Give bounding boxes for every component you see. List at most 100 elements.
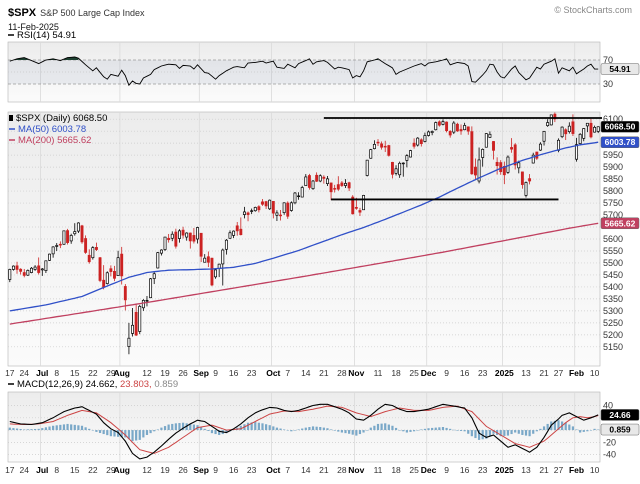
svg-text:9: 9	[213, 465, 218, 475]
svg-text:13: 13	[521, 465, 531, 475]
svg-text:6003.78: 6003.78	[605, 137, 636, 147]
svg-text:Oct: Oct	[266, 465, 280, 475]
svg-text:70: 70	[603, 55, 613, 65]
svg-text:16: 16	[460, 465, 470, 475]
svg-text:30: 30	[603, 79, 613, 89]
svg-text:8: 8	[54, 465, 59, 475]
ma200-line	[9, 222, 599, 325]
svg-text:9: 9	[444, 465, 449, 475]
svg-text:18: 18	[391, 368, 401, 378]
symbol-ticker: $SPX	[8, 7, 37, 19]
svg-text:-20: -20	[603, 437, 616, 447]
price-value-box-1	[600, 136, 640, 148]
svg-text:5950: 5950	[603, 150, 623, 160]
svg-text:23: 23	[247, 368, 257, 378]
svg-text:21: 21	[319, 368, 329, 378]
macd-legend: MACD(12,26,9) 24.662, 23.803, 0.859	[17, 379, 178, 390]
svg-text:21: 21	[539, 465, 549, 475]
svg-text:15: 15	[70, 465, 80, 475]
svg-text:28: 28	[337, 465, 347, 475]
price-panel	[7, 111, 601, 367]
svg-text:9: 9	[213, 368, 218, 378]
svg-text:9: 9	[444, 368, 449, 378]
svg-text:25: 25	[409, 465, 419, 475]
svg-text:14: 14	[301, 465, 311, 475]
svg-text:5750: 5750	[603, 198, 623, 208]
svg-text:18: 18	[391, 465, 401, 475]
svg-text:2025: 2025	[495, 465, 514, 475]
svg-text:5550: 5550	[603, 246, 623, 256]
svg-text:16: 16	[229, 368, 239, 378]
rsi-line	[9, 56, 599, 87]
ma50-line	[9, 141, 599, 312]
svg-text:11: 11	[374, 465, 383, 475]
svg-text:Nov: Nov	[348, 368, 364, 378]
svg-text:5400: 5400	[603, 282, 623, 292]
svg-text:25: 25	[409, 368, 419, 378]
svg-text:5300: 5300	[603, 306, 623, 316]
macd-value-box-1	[600, 423, 640, 436]
svg-text:16: 16	[460, 368, 470, 378]
svg-text:19: 19	[160, 368, 170, 378]
svg-text:Jul: Jul	[36, 465, 48, 475]
svg-text:24: 24	[20, 368, 30, 378]
svg-text:0.859: 0.859	[609, 425, 631, 435]
svg-text:2025: 2025	[495, 368, 514, 378]
svg-text:Feb: Feb	[569, 368, 584, 378]
macd-panel	[7, 391, 601, 463]
svg-text:8: 8	[54, 368, 59, 378]
svg-text:16: 16	[229, 465, 239, 475]
svg-text:54.91: 54.91	[609, 64, 631, 74]
svg-text:21: 21	[539, 368, 549, 378]
svg-text:Dec: Dec	[421, 465, 437, 475]
svg-text:Nov: Nov	[348, 465, 364, 475]
svg-text:13: 13	[521, 368, 531, 378]
svg-text:Jul: Jul	[36, 368, 48, 378]
macd-line	[9, 403, 599, 460]
rsi-value-box	[600, 63, 640, 75]
svg-text:Sep: Sep	[193, 465, 209, 475]
chart-date: 11-Feb-2025	[8, 22, 59, 32]
svg-text:23: 23	[478, 465, 488, 475]
price-value-box-2	[600, 217, 640, 230]
svg-text:29: 29	[106, 368, 116, 378]
svg-text:23: 23	[247, 465, 257, 475]
svg-text:5150: 5150	[603, 342, 623, 352]
svg-text:Aug: Aug	[113, 465, 130, 475]
svg-text:12: 12	[142, 465, 152, 475]
svg-text:5800: 5800	[603, 186, 623, 196]
svg-text:Sep: Sep	[193, 368, 209, 378]
svg-text:5900: 5900	[603, 162, 623, 172]
svg-text:7: 7	[285, 368, 290, 378]
svg-text:27: 27	[554, 465, 564, 475]
svg-text:27: 27	[554, 368, 564, 378]
legend-candle-marker-icon	[9, 115, 13, 121]
svg-text:14: 14	[301, 368, 311, 378]
svg-text:24: 24	[20, 465, 30, 475]
chart-title-block: $SPX S&P 500 Large Cap Index 11-Feb-2025	[8, 3, 145, 32]
svg-text:19: 19	[160, 465, 170, 475]
svg-text:24.66: 24.66	[609, 410, 631, 420]
svg-text:-40: -40	[603, 450, 616, 460]
candlestick-series	[8, 112, 600, 355]
svg-text:23: 23	[478, 368, 488, 378]
svg-text:6100: 6100	[603, 114, 623, 124]
svg-text:12: 12	[142, 368, 152, 378]
svg-text:7: 7	[285, 465, 290, 475]
svg-text:MA(200) 5665.62: MA(200) 5665.62	[18, 135, 91, 146]
svg-text:RSI(14) 54.91: RSI(14) 54.91	[17, 30, 76, 41]
rsi-overbought-fill	[13, 57, 28, 60]
svg-text:26: 26	[178, 465, 188, 475]
svg-text:Aug: Aug	[113, 368, 130, 378]
svg-text:5665.62: 5665.62	[605, 218, 636, 228]
chart-canvas: 70 30 RSI(14) 54.91 54.91 6100 5950 5900 5850 58…	[5, 30, 640, 475]
svg-text:22: 22	[88, 465, 98, 475]
svg-text:22: 22	[88, 368, 98, 378]
svg-text:28: 28	[337, 368, 347, 378]
svg-text:5350: 5350	[603, 294, 623, 304]
svg-text:5500: 5500	[603, 258, 623, 268]
svg-text:MA(50) 6003.78: MA(50) 6003.78	[18, 124, 86, 135]
svg-text:17: 17	[5, 465, 15, 475]
svg-text:29: 29	[106, 465, 116, 475]
